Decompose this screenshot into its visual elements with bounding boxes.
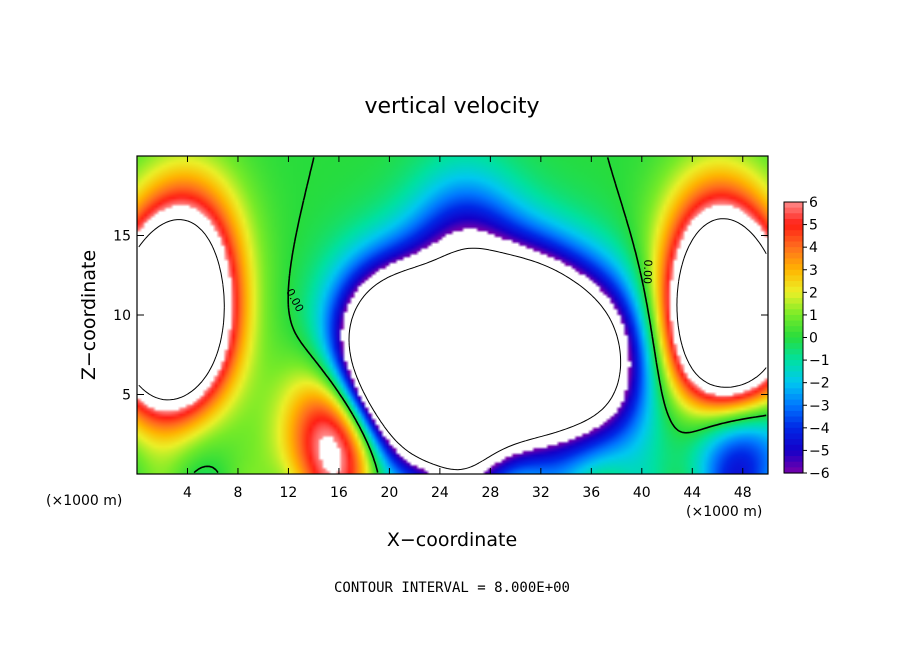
zero-contour <box>193 157 767 474</box>
colorbar-segment <box>784 258 803 265</box>
x-tick-label: 16 <box>330 485 348 501</box>
colorbar-segment <box>784 213 803 220</box>
colorbar-segment <box>784 382 803 389</box>
colorbar-segment <box>784 252 803 260</box>
colorbar-segment <box>784 230 803 237</box>
x-axis-title: X−coordinate <box>387 529 517 551</box>
colorbar-tick-label: −2 <box>809 376 830 392</box>
colorbar-segment <box>784 388 803 395</box>
colorbar-tick-label: −5 <box>809 443 830 459</box>
y-axis-title: Z−coordinate <box>78 250 100 380</box>
colorbar-tick-label: 5 <box>809 218 818 234</box>
colorbar-segment <box>784 320 803 327</box>
colorbar-segment <box>784 331 803 339</box>
colorbar-segment <box>784 235 803 243</box>
contour-label: 0.00 <box>640 259 654 284</box>
colorbar-segment <box>784 343 803 350</box>
colorbar-segment <box>784 314 803 322</box>
colorbar-segment <box>784 247 803 254</box>
colorbar-segment <box>784 416 803 423</box>
colorbar-tick-label: 1 <box>809 308 818 324</box>
colorbar-segment <box>784 360 803 367</box>
colorbar-segment <box>784 275 803 282</box>
x-tick-label: 40 <box>633 485 651 501</box>
colorbar-segment <box>784 427 803 435</box>
x-unit-right: (×1000 m) <box>686 504 762 520</box>
colorbar-segment <box>784 456 803 463</box>
x-tick-label: 48 <box>734 485 752 501</box>
velocity-field <box>137 156 768 474</box>
colorbar-segment <box>784 393 803 401</box>
negative-contour <box>348 247 622 471</box>
colorbar-segment <box>784 264 803 271</box>
x-tick-label: 4 <box>183 485 192 501</box>
colorbar-segment <box>784 303 803 310</box>
colorbar-segment <box>784 286 803 293</box>
colorbar-tick-label: 6 <box>809 195 818 211</box>
colorbar-tick-label: −6 <box>809 466 830 482</box>
positive-contour <box>138 218 767 401</box>
colorbar-segment <box>784 348 803 356</box>
colorbar-segment <box>784 218 803 226</box>
colorbar-segment <box>784 281 803 288</box>
colorbar-segment <box>784 399 803 406</box>
x-tick-label: 36 <box>582 485 600 501</box>
colorbar-segment <box>784 292 803 299</box>
x-tick-label: 24 <box>431 485 449 501</box>
colorbar-segment <box>784 371 803 378</box>
x-axis: 4 8 12 16 20 24 28 32 36 40 44 48 <box>183 156 752 501</box>
colorbar-segment <box>784 405 803 412</box>
colorbar-segment <box>784 337 803 344</box>
colorbar-tick-label: 3 <box>809 263 818 279</box>
colorbar-tick-label: 4 <box>809 240 818 256</box>
colorbar-segment <box>784 207 803 214</box>
colorbar-segment <box>784 297 803 305</box>
colorbar-segment <box>784 450 803 457</box>
colorbar-segment <box>784 422 803 429</box>
y-tick-label: 10 <box>113 308 131 324</box>
x-tick-label: 44 <box>683 485 701 501</box>
y-tick-label: 15 <box>113 229 131 245</box>
colorbar-segment <box>784 365 803 372</box>
colorbar-segment <box>784 326 803 333</box>
colorbar-segment <box>784 354 803 361</box>
colorbar-segment <box>784 377 803 384</box>
colorbar-tick-label: 2 <box>809 285 818 301</box>
y-axis: 5 10 15 <box>113 229 768 404</box>
x-tick-label: 8 <box>233 485 242 501</box>
y-tick-label: 5 <box>122 388 131 404</box>
colorbar-segment <box>784 202 803 209</box>
colorbar-tick-label: 0 <box>809 331 818 347</box>
colorbar-segment <box>784 410 803 418</box>
contour-interval-note: CONTOUR INTERVAL = 8.000E+00 <box>334 580 570 596</box>
colorbar-tick-label: −1 <box>809 353 830 369</box>
contour-lines: 0.000.00 <box>138 157 767 474</box>
x-tick-label: 28 <box>481 485 499 501</box>
x-unit-left: (×1000 m) <box>46 493 122 509</box>
colorbar-segment <box>784 439 803 446</box>
colorbar-segment <box>784 467 803 474</box>
chart-title: vertical velocity <box>364 94 539 119</box>
x-tick-label: 12 <box>280 485 298 501</box>
colorbar-segment <box>784 224 803 231</box>
colorbar-tick-label: −4 <box>809 421 830 437</box>
colorbar-segment <box>784 269 803 276</box>
colorbar-segment <box>784 461 803 468</box>
colorbar-segment <box>784 444 803 452</box>
x-tick-label: 32 <box>532 485 550 501</box>
colorbar-segment <box>784 433 803 440</box>
colorbar-tick-label: −3 <box>809 398 830 414</box>
x-tick-label: 20 <box>380 485 398 501</box>
colorbar: 6 5 4 3 2 1 0 −1 −2 −3 −4 −5 −6 <box>783 195 830 482</box>
plot-area: 0.000.00 <box>137 156 768 474</box>
colorbar-segment <box>784 309 803 316</box>
colorbar-segment <box>784 241 803 248</box>
